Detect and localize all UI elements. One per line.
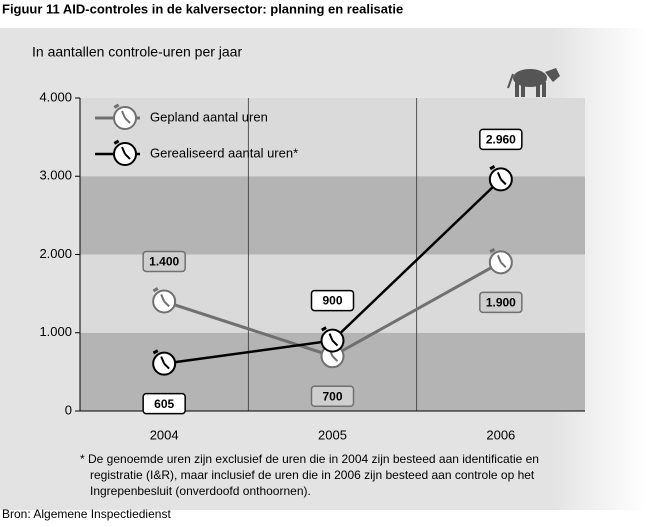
x-tick-label: 2004 [150,427,179,442]
band [80,176,585,255]
clock-hand [121,110,126,119]
y-tick-label: 2.000 [39,246,72,261]
clock-hand [496,254,502,263]
value-label-box [479,291,523,314]
clock-hand [160,356,166,365]
cow-icon [507,68,560,97]
clock-knob [489,165,496,171]
subtitle: In aantallen controle-uren per jaar [32,44,242,60]
y-tick-label: 1.000 [39,324,72,339]
x-tick-label: 2005 [318,427,347,442]
value-label-box [142,250,186,273]
clock-knob [489,247,496,254]
value-label: 2.960 [486,133,516,147]
clock-knob [152,349,159,355]
value-label-box [479,128,523,151]
clock-knob [113,139,120,145]
clock-knob [152,287,159,293]
clock-knob [321,326,327,332]
clock-hand [500,261,507,269]
value-label: 900 [322,294,342,308]
clock-marker [320,326,345,353]
clock-marker [488,247,513,275]
clock-marker [152,349,177,376]
value-label-box [310,289,355,312]
footnote: Ingrepenbesluit (onverdoofd onthoornen). [90,484,311,498]
clock-hand [124,153,131,160]
clock-hand [331,355,339,362]
value-label: 1.400 [149,255,179,269]
value-label: 700 [322,389,342,403]
clock-hand [328,333,334,341]
y-tick-label: 4.000 [39,89,72,104]
x-tick-label: 2006 [486,427,515,442]
footnote: registratie (I&R), maar inclusief de ure… [90,468,535,482]
y-tick-label: 0 [65,402,72,417]
value-label: 1.900 [486,295,516,309]
value-label-box [142,392,186,415]
y-tick-label: 3.000 [39,168,72,183]
value-label-box [310,385,355,407]
footnote: * De genoemde uren zijn exclusief de ure… [80,452,539,466]
legend-label: Gerealiseerd aantal uren* [150,145,298,160]
clock-hand [163,362,170,370]
chart-title: Figuur 11 AID-controles in de kalversect… [2,1,403,16]
clock-hand [331,339,339,347]
clock-hand [500,178,507,186]
clock-marker [152,287,177,314]
clock-marker [113,103,137,130]
clock-marker [113,139,137,166]
legend-label: Gepland aantal uren [150,109,268,124]
clock-marker [488,165,513,192]
value-label: 605 [154,397,174,411]
source: Bron: Algemene Inspectiedienst [2,507,171,521]
clock-knob [113,103,120,109]
clock-hand [121,146,126,155]
clock-hand [160,294,166,302]
clock-hand [496,171,502,180]
clock-hand [163,300,170,308]
clock-hand [124,117,131,124]
